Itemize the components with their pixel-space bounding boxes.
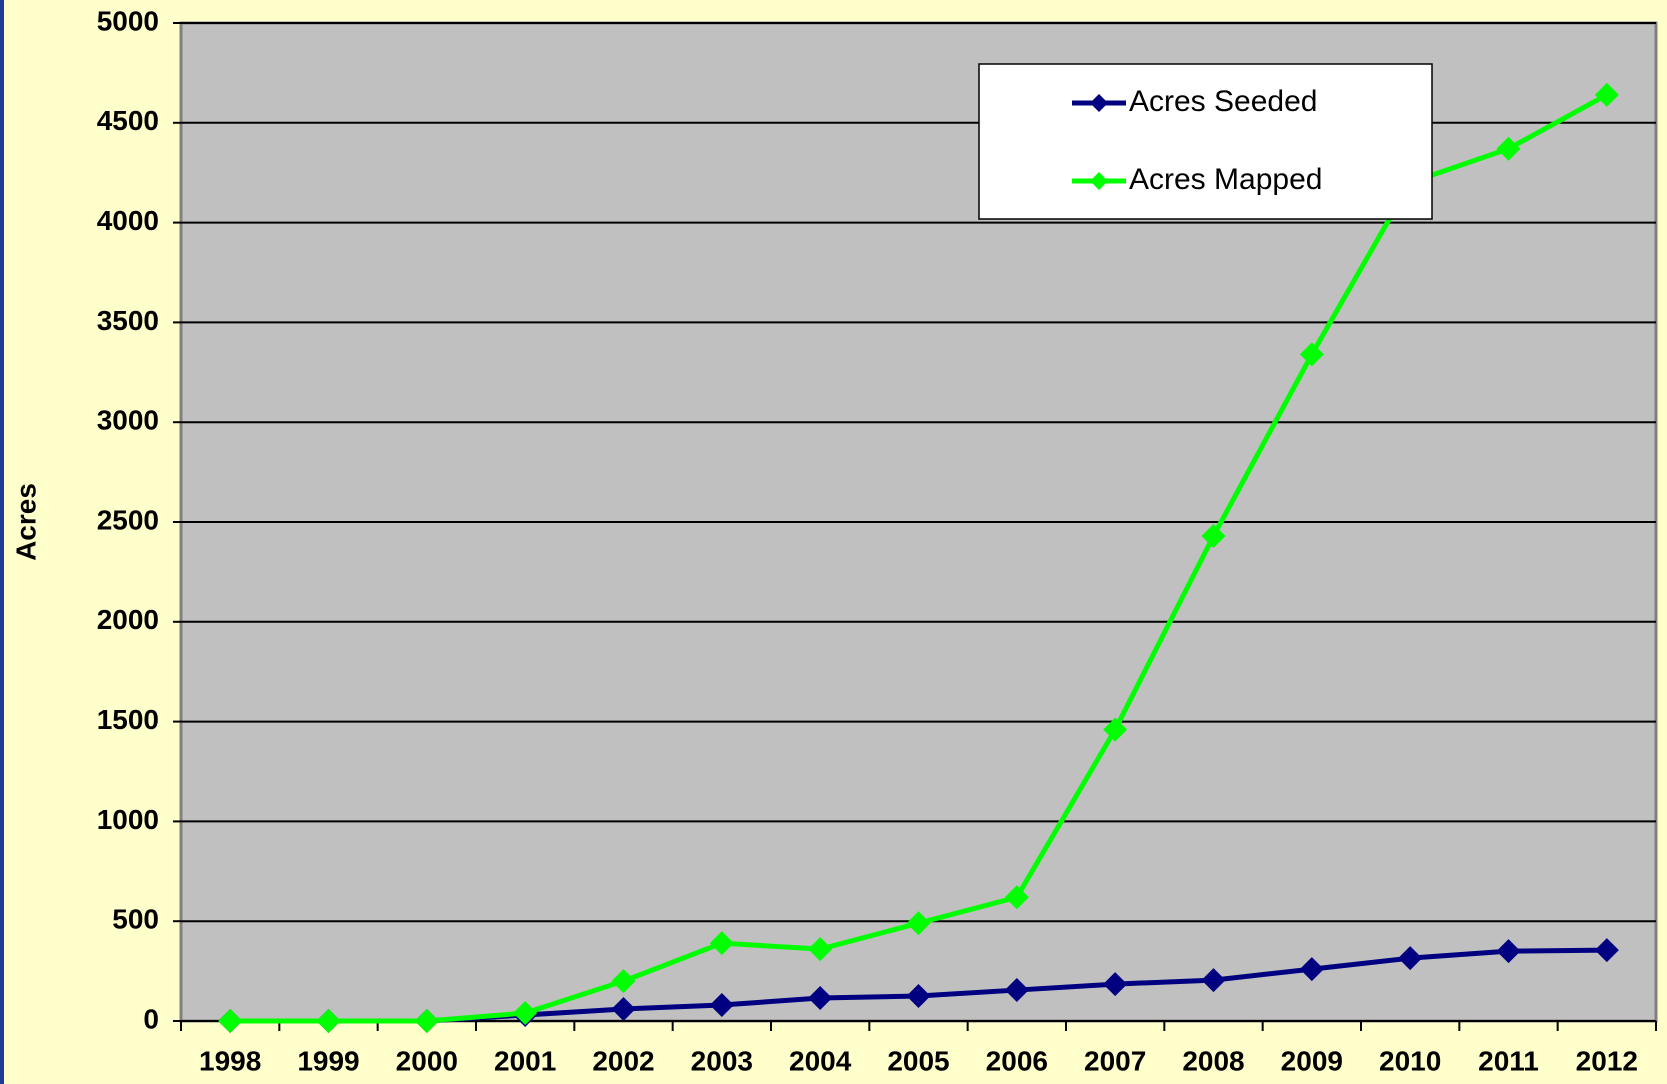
- data-point: [1594, 82, 1619, 107]
- legend-marker: [1090, 172, 1108, 190]
- x-tick-label: 2003: [691, 1045, 753, 1076]
- data-point: [513, 1001, 538, 1026]
- x-tick-label: 2000: [396, 1045, 458, 1076]
- x-tick-label: 2010: [1379, 1045, 1441, 1076]
- x-tick-label: 2004: [789, 1045, 852, 1076]
- data-point: [316, 1009, 341, 1033]
- legend-label: Acres Mapped: [1129, 163, 1322, 196]
- y-tick-label: 4500: [97, 105, 159, 136]
- data-point: [611, 969, 636, 994]
- x-tick-label: 2009: [1281, 1045, 1343, 1076]
- y-tick-label: 3500: [97, 305, 159, 336]
- data-point: [611, 997, 636, 1022]
- y-tick-label: 3000: [97, 405, 159, 436]
- y-tick-label: 0: [143, 1003, 159, 1034]
- data-point: [906, 911, 931, 936]
- data-point: [1201, 968, 1226, 993]
- data-point: [1103, 972, 1128, 997]
- y-tick-label: 1500: [97, 704, 159, 735]
- x-tick-label: 2005: [887, 1045, 949, 1076]
- data-point: [1299, 342, 1324, 367]
- y-tick-label: 2000: [97, 604, 159, 635]
- x-tick-label: 2001: [494, 1045, 556, 1076]
- legend-marker: [1090, 94, 1108, 112]
- data-point: [1201, 523, 1226, 548]
- x-tick-label: 2006: [986, 1045, 1048, 1076]
- x-tick-label: 2011: [1478, 1045, 1539, 1076]
- y-tick-label: 1000: [97, 804, 159, 835]
- data-point: [1496, 939, 1521, 964]
- data-point: [808, 986, 833, 1011]
- legend-label: Acres Seeded: [1129, 85, 1317, 118]
- data-point: [906, 984, 931, 1009]
- legend: [978, 63, 1433, 220]
- y-tick-label: 500: [112, 904, 159, 935]
- data-point: [1004, 885, 1029, 910]
- data-point: [709, 993, 734, 1018]
- x-tick-label: 1999: [297, 1045, 359, 1076]
- x-tick-label: 2007: [1084, 1045, 1146, 1076]
- x-tick-label: 2012: [1576, 1045, 1638, 1076]
- x-tick-label: 2008: [1182, 1045, 1244, 1076]
- data-point: [1398, 946, 1423, 971]
- y-tick-label: 2500: [97, 504, 159, 535]
- data-point: [218, 1009, 243, 1033]
- y-tick-label: 5000: [97, 5, 159, 36]
- data-point: [808, 937, 833, 962]
- data-point: [414, 1009, 439, 1033]
- data-point: [1299, 957, 1324, 982]
- x-tick-label: 2002: [592, 1045, 654, 1076]
- data-point: [1004, 978, 1029, 1003]
- data-point: [1594, 938, 1619, 963]
- x-tick-label: 1998: [199, 1045, 261, 1076]
- data-point: [1496, 136, 1521, 161]
- y-tick-label: 4000: [97, 205, 159, 236]
- data-point: [709, 931, 734, 956]
- y-axis-label: Acres: [10, 483, 41, 561]
- data-point: [1103, 717, 1128, 742]
- left-border: [0, 0, 4, 1084]
